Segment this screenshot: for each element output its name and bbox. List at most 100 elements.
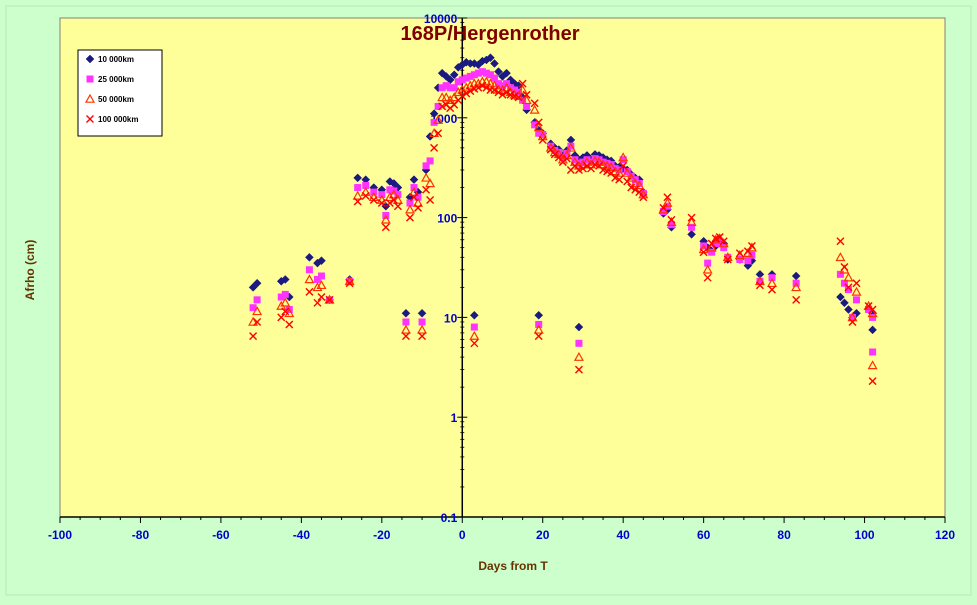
data-point bbox=[631, 185, 640, 194]
data-point bbox=[441, 92, 452, 102]
data-point bbox=[659, 203, 668, 212]
data-point bbox=[565, 142, 576, 152]
data-point bbox=[573, 351, 584, 361]
data-point bbox=[724, 253, 732, 261]
legend-label: 25 000km bbox=[98, 75, 134, 84]
data-point bbox=[623, 167, 631, 175]
data-point bbox=[606, 161, 617, 171]
data-point bbox=[634, 180, 645, 190]
data-point bbox=[767, 277, 778, 288]
data-point bbox=[714, 233, 725, 243]
data-point bbox=[466, 87, 475, 96]
data-point bbox=[502, 88, 511, 97]
plot-area bbox=[59, 17, 946, 518]
data-point bbox=[434, 129, 443, 138]
data-point bbox=[535, 129, 543, 137]
data-point bbox=[352, 190, 363, 200]
data-point bbox=[280, 275, 290, 284]
data-point bbox=[353, 173, 363, 183]
y-tick-label: 10 bbox=[444, 311, 458, 325]
data-point bbox=[518, 79, 527, 88]
data-point bbox=[755, 281, 764, 290]
data-point bbox=[317, 256, 326, 266]
data-point bbox=[277, 313, 286, 322]
x-axis-title: Days from T bbox=[478, 559, 548, 573]
data-point bbox=[305, 252, 314, 262]
data-point bbox=[847, 312, 858, 322]
data-point bbox=[529, 104, 540, 114]
data-point bbox=[662, 197, 673, 207]
data-point bbox=[848, 313, 856, 321]
data-point bbox=[626, 172, 637, 182]
data-point bbox=[385, 199, 394, 208]
data-point bbox=[708, 248, 716, 256]
data-point bbox=[458, 76, 466, 84]
data-point bbox=[611, 173, 620, 182]
data-point bbox=[533, 324, 544, 334]
data-point bbox=[392, 194, 403, 204]
data-point bbox=[844, 305, 853, 314]
data-point bbox=[579, 158, 587, 166]
data-point bbox=[402, 318, 410, 326]
data-point bbox=[417, 324, 428, 334]
data-point bbox=[703, 273, 712, 282]
data-point bbox=[490, 59, 499, 68]
data-point bbox=[405, 213, 414, 222]
data-point bbox=[462, 74, 470, 82]
data-point bbox=[619, 156, 627, 164]
data-point bbox=[389, 196, 398, 205]
data-point bbox=[863, 300, 874, 310]
data-point bbox=[571, 156, 579, 164]
data-point bbox=[744, 257, 752, 265]
data-point bbox=[470, 71, 478, 79]
data-point bbox=[248, 316, 259, 326]
data-point bbox=[792, 295, 801, 304]
data-point bbox=[305, 266, 313, 274]
data-point bbox=[719, 237, 728, 246]
data-point bbox=[393, 202, 402, 211]
data-point bbox=[494, 88, 503, 97]
data-point bbox=[485, 78, 496, 88]
data-point bbox=[354, 184, 362, 192]
data-point bbox=[252, 306, 263, 316]
data-point bbox=[418, 332, 427, 341]
series-3 bbox=[249, 79, 877, 386]
x-tick-label: -60 bbox=[212, 528, 230, 542]
data-point bbox=[602, 160, 613, 170]
data-point bbox=[410, 193, 418, 202]
data-point bbox=[478, 81, 487, 90]
data-point bbox=[474, 69, 482, 77]
data-point bbox=[429, 109, 439, 119]
data-point bbox=[687, 213, 696, 222]
data-point bbox=[852, 279, 861, 288]
data-point bbox=[465, 80, 476, 90]
data-point bbox=[313, 275, 321, 283]
data-point bbox=[249, 332, 258, 341]
data-point bbox=[426, 196, 435, 205]
x-tick-label: -100 bbox=[48, 528, 72, 542]
data-point bbox=[438, 102, 447, 111]
data-point bbox=[768, 285, 777, 294]
data-point bbox=[635, 188, 644, 197]
y-tick-label: 1 bbox=[451, 411, 458, 425]
data-point bbox=[582, 161, 591, 170]
data-point bbox=[639, 193, 648, 202]
x-tick-label: -80 bbox=[132, 528, 150, 542]
legend-marker bbox=[85, 54, 95, 64]
data-point bbox=[470, 339, 479, 348]
data-point bbox=[281, 290, 289, 298]
data-point bbox=[853, 296, 860, 304]
data-point bbox=[466, 72, 474, 80]
data-point bbox=[474, 83, 483, 92]
chart-title: 168P/Hergenrother bbox=[401, 23, 580, 45]
data-point bbox=[869, 348, 877, 356]
data-point bbox=[704, 259, 712, 267]
data-point bbox=[667, 215, 676, 224]
data-point bbox=[627, 183, 636, 192]
data-point bbox=[481, 76, 492, 86]
data-point bbox=[840, 298, 849, 308]
data-point bbox=[490, 85, 499, 94]
data-point bbox=[445, 94, 456, 105]
data-point bbox=[413, 197, 424, 207]
